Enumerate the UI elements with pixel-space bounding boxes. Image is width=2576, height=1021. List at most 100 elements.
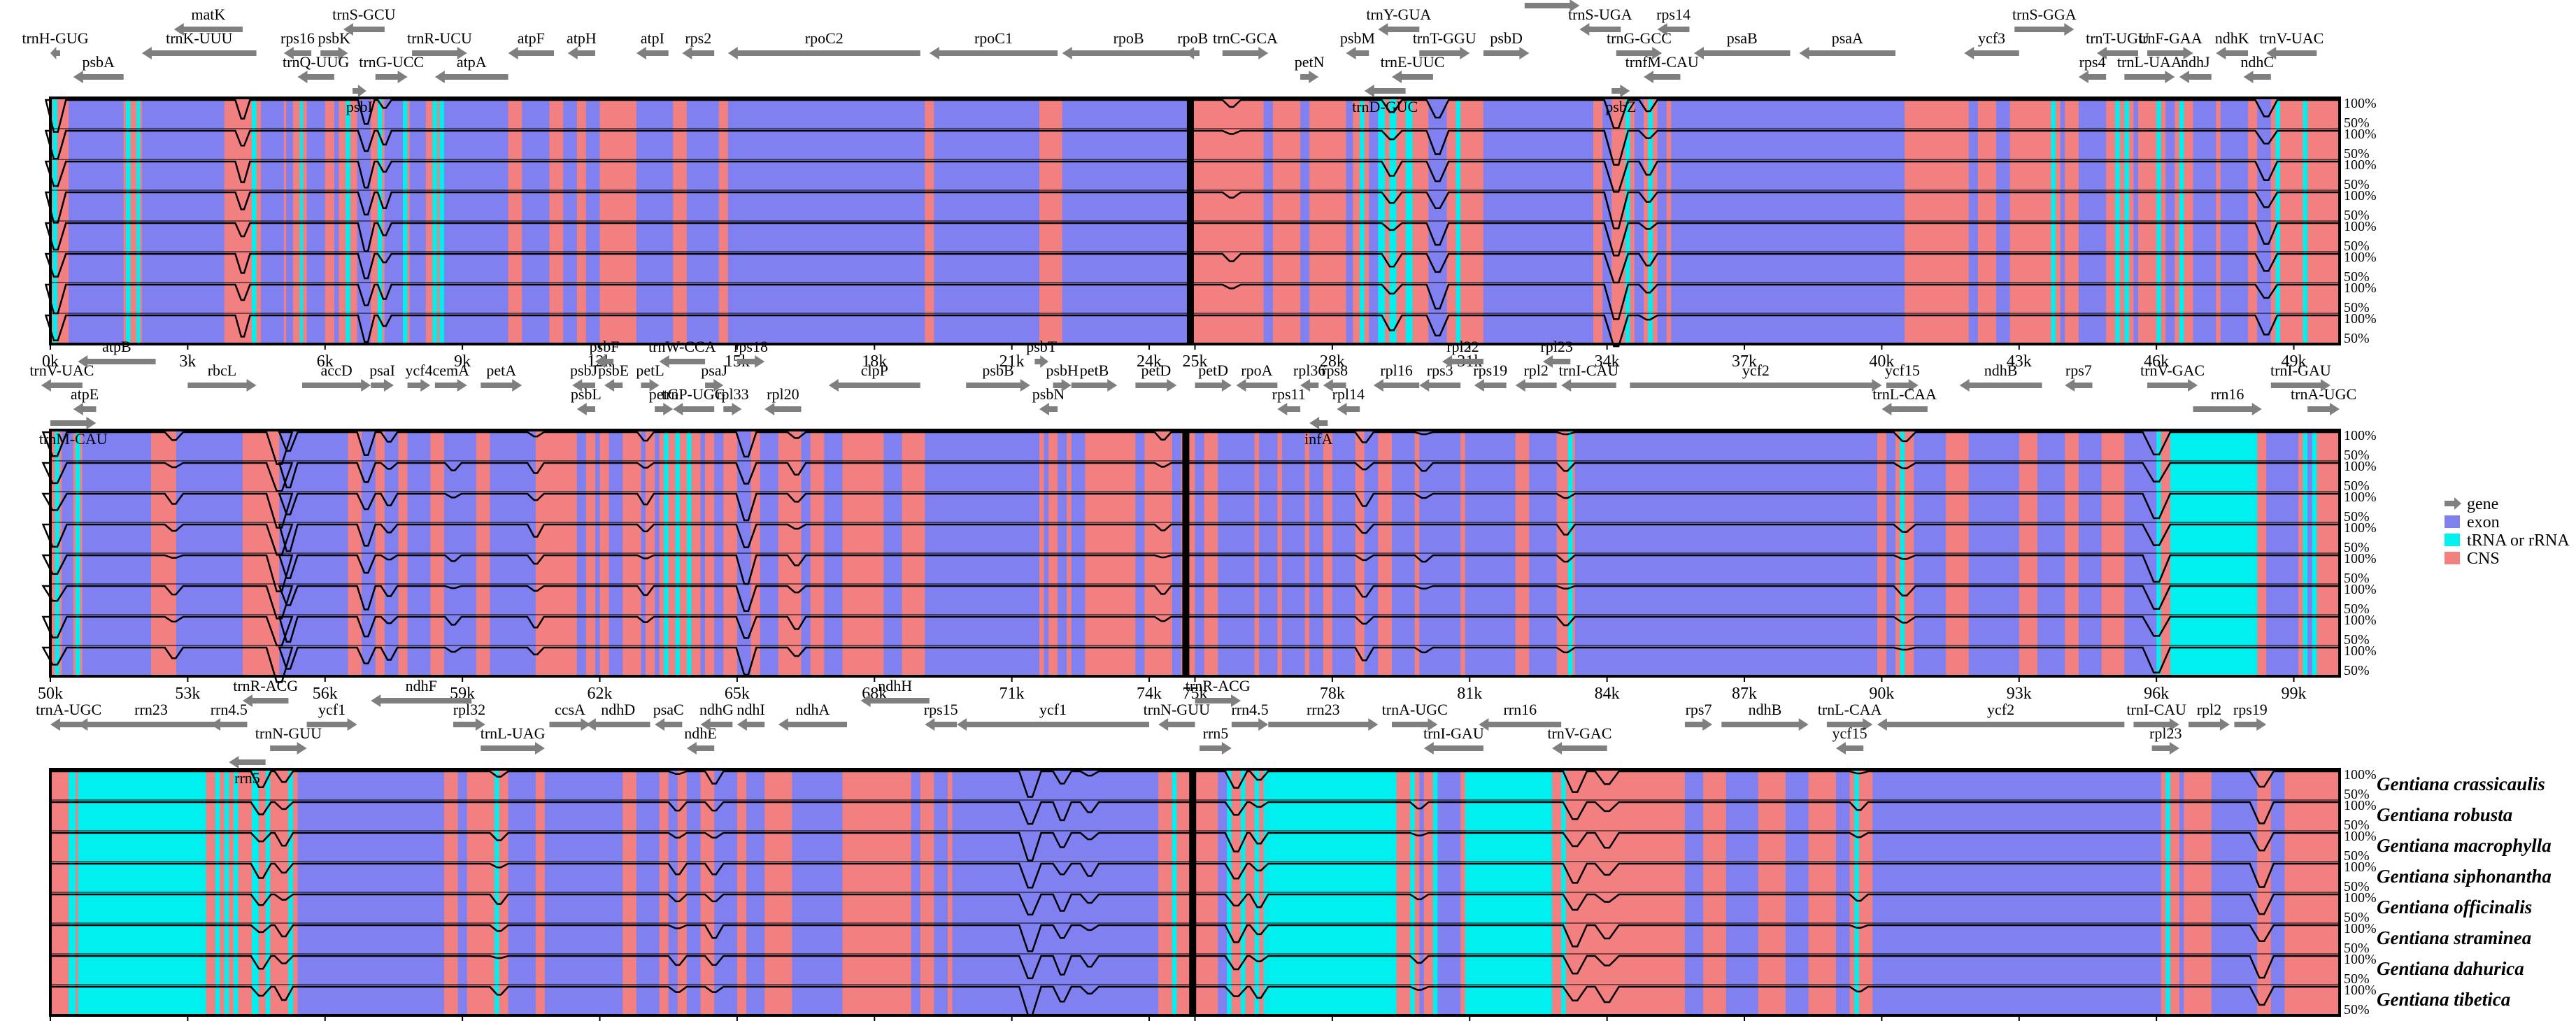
plot-row: 100%50%100%50%100%50%100%50%100%50%100%5… bbox=[36, 677, 2377, 1021]
gene-annotation: rps14 bbox=[1656, 6, 1691, 36]
gene-label: rpoA bbox=[1241, 362, 1272, 379]
percent-label-50: 50% bbox=[2344, 971, 2370, 987]
gene-label: rps7 bbox=[2065, 362, 2092, 379]
gene-label: ycf2 bbox=[1742, 362, 1770, 379]
gene-annotation: ycf1 bbox=[957, 701, 1150, 731]
gene-annotation: ndhB bbox=[1721, 701, 1809, 731]
gene-arrow bbox=[2234, 718, 2267, 731]
x-tick-label: 71k bbox=[999, 685, 1025, 703]
gene-annotation: rpoB bbox=[1177, 29, 1208, 59]
gene-annotation: trnR-ACG bbox=[1186, 677, 1251, 707]
gene-arrow bbox=[1483, 47, 1530, 59]
gene-annotation: psbD bbox=[1483, 29, 1530, 59]
gene-annotation: rpl36 bbox=[1293, 362, 1325, 392]
identity-curve bbox=[50, 985, 2340, 1016]
gene-annotation: rps11 bbox=[1272, 385, 1306, 415]
gene-arrow bbox=[549, 718, 591, 731]
gene-label: ycf4 bbox=[405, 362, 432, 379]
percent-label-100: 100% bbox=[2344, 96, 2377, 111]
gene-annotation: ycf4 bbox=[405, 362, 432, 392]
gene-annotation: ndhG bbox=[699, 701, 734, 731]
x-tick-label: 25k bbox=[1183, 352, 1208, 371]
gene-annotation: rrn16 bbox=[2193, 385, 2262, 415]
x-tick-label: 24k bbox=[1137, 352, 1162, 371]
gene-arrow bbox=[2014, 23, 2075, 36]
gene-label: trnI-CAU bbox=[1559, 362, 1619, 379]
gene-annotation: trnF-GAA bbox=[2138, 29, 2203, 59]
percent-label-100: 100% bbox=[2344, 890, 2377, 906]
gene-arrow bbox=[1630, 379, 1882, 392]
gene-annotation: rpoC2 bbox=[727, 29, 920, 59]
percent-label-50: 50% bbox=[2344, 601, 2370, 617]
gene-arrow bbox=[371, 379, 394, 392]
gene-annotation: rpl22 bbox=[1442, 338, 1483, 368]
legend-label: CNS bbox=[2467, 550, 2500, 568]
gene-label: rps14 bbox=[1656, 6, 1691, 23]
gene-annotation: ycf3 bbox=[1964, 29, 2019, 59]
gene-label: trnV-GAC bbox=[1547, 724, 1611, 742]
percent-label-100: 100% bbox=[2344, 859, 2377, 875]
gene-label: psaJ bbox=[701, 362, 727, 379]
gene-arrow bbox=[604, 379, 623, 392]
percent-label-100: 100% bbox=[2344, 188, 2377, 204]
gene-label: matK bbox=[191, 6, 225, 23]
identity-curve bbox=[50, 924, 2340, 952]
percent-label-50: 50% bbox=[2344, 208, 2370, 223]
gene-annotation: rrn4.5 bbox=[211, 701, 248, 731]
gene-annotation: rrn23 bbox=[1268, 701, 1379, 731]
legend-swatch bbox=[2445, 534, 2460, 546]
percent-label-100: 100% bbox=[2344, 219, 2377, 234]
gene-annotation: rrn4.5 bbox=[1231, 701, 1269, 731]
gene-arrow bbox=[1881, 403, 1928, 415]
gene-label: ndhC bbox=[2240, 53, 2274, 71]
gene-annotation: ndhE bbox=[684, 724, 717, 755]
gene-arrow bbox=[641, 379, 660, 392]
gene-label: rpl2 bbox=[1523, 362, 1548, 379]
gene-arrow bbox=[2147, 47, 2193, 59]
gene-arrow bbox=[1391, 71, 1433, 83]
gene-annotation: petD bbox=[1195, 362, 1232, 392]
x-tick-label: 28k bbox=[1320, 352, 1345, 371]
percent-label-50: 50% bbox=[2344, 177, 2370, 192]
gene-label: petN bbox=[1295, 53, 1325, 71]
percent-label-50: 50% bbox=[2344, 910, 2370, 925]
gene-annotation: ndhJ bbox=[2179, 53, 2212, 83]
identity-curve bbox=[44, 191, 2340, 229]
gene-annotation: rpoB bbox=[1062, 29, 1195, 59]
gene-annotation: trnfM-CAU bbox=[1625, 53, 1699, 83]
gene-annotation: psbE bbox=[598, 362, 629, 392]
gene-label: trnV-UAC bbox=[2259, 29, 2324, 47]
species-label: Gentiana tibetica bbox=[2377, 989, 2510, 1010]
gene-arrow bbox=[636, 47, 669, 59]
gene-label: psbN bbox=[1032, 385, 1065, 403]
species-labels: Gentiana crassicaulis Gentiana robusta Gen… bbox=[2377, 773, 2552, 1010]
gene-label: trnG-GCC bbox=[1607, 29, 1672, 47]
gene-annotation: ndhD bbox=[585, 701, 650, 731]
gene-label: trnA-UGC bbox=[36, 701, 101, 718]
gene-label: trnM-CAU bbox=[39, 430, 108, 448]
gene-annotation: infA bbox=[1304, 417, 1333, 448]
gene-arrow bbox=[73, 71, 124, 83]
gene-label: trnL-CAA bbox=[1872, 385, 1937, 403]
gene-label: ndhB bbox=[1984, 362, 2018, 379]
x-tick-label: 3k bbox=[179, 352, 196, 371]
gene-label: psaC bbox=[653, 701, 684, 718]
gene-label: ycf1 bbox=[1039, 701, 1067, 718]
gene-label: rps18 bbox=[734, 338, 768, 355]
gene-label: psbI bbox=[346, 98, 373, 115]
gene-arrow bbox=[434, 379, 467, 392]
gene-annotation: trnL-CAA bbox=[1872, 385, 1937, 415]
gene-annotation: trnT-GGU bbox=[1413, 29, 1476, 59]
gene-arrow bbox=[78, 718, 225, 731]
gene-label: rrn23 bbox=[1307, 701, 1340, 718]
gene-annotation: ycf15 bbox=[1833, 724, 1867, 755]
gene-arrow bbox=[283, 47, 312, 59]
identity-curve bbox=[41, 646, 2340, 683]
gene-arrow bbox=[229, 756, 266, 769]
gene-arrow bbox=[78, 355, 156, 368]
percent-label-50: 50% bbox=[2344, 848, 2370, 864]
gene-label: rpl36 bbox=[1293, 362, 1325, 379]
species-label: Gentiana siphonantha bbox=[2377, 866, 2552, 887]
x-tick-label: 90k bbox=[1869, 685, 1894, 703]
